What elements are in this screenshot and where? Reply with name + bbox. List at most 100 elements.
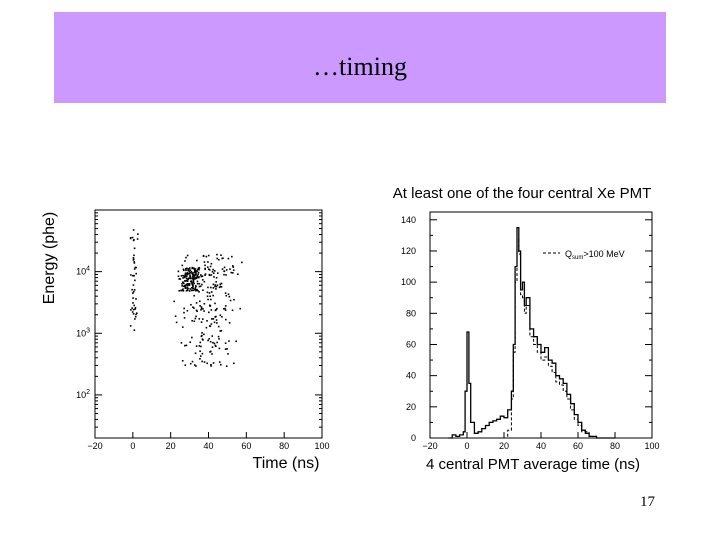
scatter-point [195,309,198,312]
scatter-point [185,275,188,277]
scatter-point [182,277,184,279]
scatter-point [133,289,136,291]
scatter-point [204,264,206,267]
scatter-point [206,362,209,365]
scatter-point [190,270,193,273]
scatter-point [131,236,134,239]
scatter-point [191,319,193,322]
scatter-point [210,298,212,301]
scatter-point [192,285,194,287]
scatter-point [193,320,196,323]
scatter-point [132,302,134,304]
scatter-point [194,287,197,289]
scatter-point [194,270,196,272]
scatter-point [184,272,187,275]
scatter-point [180,275,183,277]
scatter-point [216,284,219,287]
scatter-point [192,289,195,292]
scatter-point [132,258,135,261]
scatter-point [227,353,229,355]
scatter-point [199,355,202,357]
scatter-point [218,286,221,289]
scatter-point [206,320,208,322]
scatter-point [209,295,211,298]
scatter-point [196,280,199,283]
scatter-point [131,288,133,291]
scatter-point [207,298,209,301]
scatter-point [132,313,135,315]
scatter-point [214,285,216,288]
scatter-point [219,314,222,317]
scatter-point [197,271,200,274]
scatter-point [188,267,191,269]
scatter-point [191,276,194,278]
scatter-point [192,280,195,282]
scatter-point [224,309,227,311]
scatter-point [134,308,136,310]
scatter-point [184,344,186,347]
scatter-point [218,361,221,363]
scatter-xlabel: Time (ns) [253,455,320,472]
scatter-point [187,283,190,285]
scatter-point [132,229,135,231]
scatter-point [193,294,195,297]
scatter-point [189,275,192,277]
scatter-point [186,280,189,282]
scatter-point [208,292,211,294]
scatter-point [195,270,198,272]
scatter-point [189,271,192,274]
scatter-point [136,238,139,240]
scatter-point [191,336,193,339]
scatter-x-tick-label: 80 [279,441,289,451]
scatter-point [185,277,188,280]
scatter-point [180,342,183,344]
scatter-point [200,308,202,311]
scatter-point [184,285,187,288]
scatter-point [204,274,206,276]
scatter-point [189,341,191,344]
scatter-point [216,322,218,324]
scatter-point [239,307,242,310]
scatter-point [219,285,222,288]
scatter-point [210,363,212,366]
scatter-point [204,267,206,270]
scatter-point [200,321,203,323]
scatter-point [230,271,233,274]
scatter-point [198,276,200,278]
scatter-point [220,286,223,288]
scatter-point [195,277,198,280]
scatter-point [211,318,213,320]
histogram-x-tick-label: 100 [644,441,659,451]
scatter-ylabel: Energy (phe) [41,212,58,305]
scatter-point [207,268,210,270]
scatter-point [228,295,231,298]
scatter-point [213,276,215,278]
scatter-point [183,317,186,319]
scatter-point [194,352,197,355]
scatter-point [133,274,135,277]
scatter-point [178,289,181,292]
scatter-point [198,285,201,288]
scatter-point [227,293,230,296]
scatter-point [189,276,191,278]
scatter-point [186,272,189,275]
scatter-point [224,292,227,294]
scatter-point [134,318,136,320]
scatter-point [208,273,211,276]
scatter-point [185,256,187,259]
scatter-point [193,364,196,366]
scatter-point [187,287,189,290]
histogram-y-tick-label: 20 [406,402,416,412]
scatter-point [208,304,211,307]
scatter-point [199,285,202,288]
scatter-x-tick-label: 40 [203,441,213,451]
scatter-point [206,266,209,269]
scatter-point [207,286,209,289]
scatter-point [135,312,138,314]
scatter-point [129,325,132,327]
scatter-point [223,273,225,276]
scatter-point [183,282,185,285]
scatter-point [202,289,204,292]
scatter-point [186,254,189,257]
